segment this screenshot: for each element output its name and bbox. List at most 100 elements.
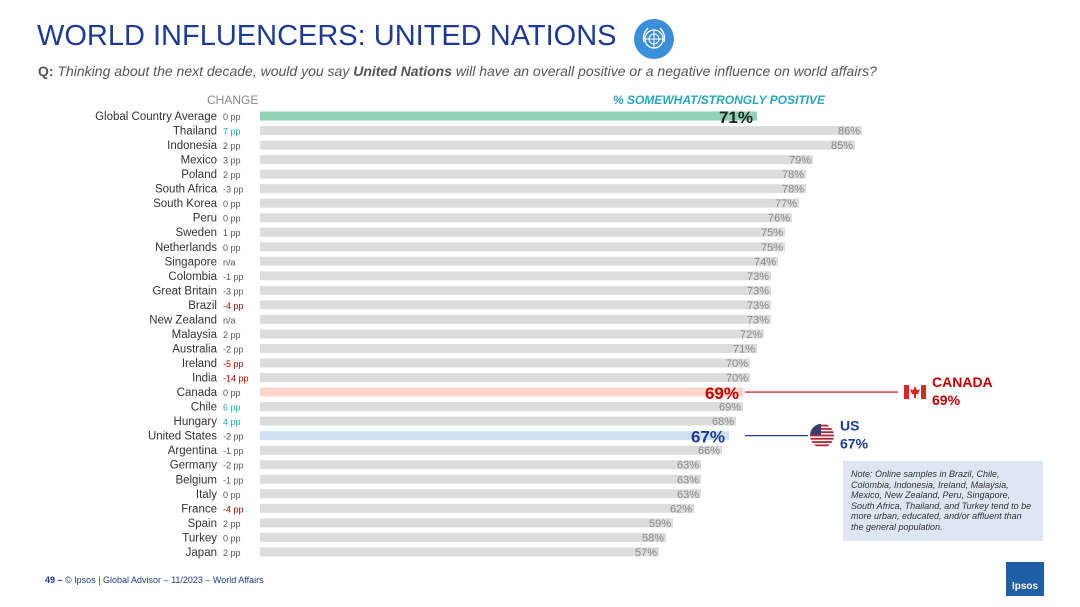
country-label: Netherlands (155, 242, 217, 254)
change-label: 2 pp (223, 141, 241, 151)
change-label: -14 pp (223, 374, 249, 384)
change-label: -5 pp (223, 359, 244, 369)
change-label: 0 pp (223, 199, 241, 209)
value-label: 63% (677, 460, 699, 472)
bar (260, 271, 771, 281)
country-label: Belgium (175, 474, 217, 486)
value-label: 63% (677, 474, 699, 486)
country-label: Turkey (182, 532, 217, 544)
country-label: Peru (193, 213, 217, 225)
change-label: 2 pp (223, 330, 241, 340)
bar (260, 416, 736, 426)
value-label: 86% (838, 126, 860, 138)
bar (260, 227, 785, 237)
value-label: 58% (642, 532, 664, 544)
value-label: 67% (691, 428, 725, 447)
bar (260, 300, 771, 310)
bar (260, 474, 701, 484)
us-callout-name: US (840, 418, 859, 434)
value-label: 76% (768, 213, 790, 225)
change-label: 2 pp (223, 170, 241, 180)
change-label: 6 pp (223, 403, 241, 413)
country-label: Great Britain (152, 285, 217, 297)
value-label: 59% (649, 518, 671, 530)
bar (260, 343, 757, 353)
country-label: Argentina (168, 445, 218, 457)
change-label: 0 pp (223, 214, 241, 224)
country-label: Malaysia (172, 329, 218, 341)
bar (260, 256, 778, 266)
change-label: -3 pp (223, 286, 244, 296)
country-label: Singapore (165, 256, 217, 268)
value-label: 62% (670, 503, 692, 515)
ipsos-logo: Ipsos (1006, 562, 1044, 596)
value-label: 71% (719, 108, 753, 127)
value-label: 73% (747, 314, 769, 326)
bar (260, 518, 673, 528)
bar (260, 358, 750, 368)
bar (260, 329, 764, 339)
change-label: -2 pp (223, 432, 244, 442)
change-label: 2 pp (223, 548, 241, 558)
country-label: Spain (188, 518, 217, 530)
country-label: Canada (177, 387, 218, 399)
change-label: -1 pp (223, 446, 244, 456)
question-part1: Thinking about the next decade, would yo… (53, 63, 354, 79)
country-label: Poland (181, 169, 217, 181)
value-label: 68% (712, 416, 734, 428)
country-label: Brazil (188, 300, 217, 312)
value-label: 70% (726, 373, 748, 385)
country-label: Mexico (181, 155, 217, 167)
positive-column-header: % SOMEWHAT/STRONGLY POSITIVE (613, 93, 826, 107)
value-label: 77% (775, 198, 797, 210)
value-label: 74% (754, 256, 776, 268)
change-label: -1 pp (223, 475, 244, 485)
country-label: Italy (196, 489, 217, 501)
survey-question: Q: Thinking about the next decade, would… (38, 63, 1058, 79)
change-label: 0 pp (223, 533, 241, 543)
change-label: 0 pp (223, 388, 241, 398)
value-label: 66% (698, 445, 720, 457)
value-label: 73% (747, 285, 769, 297)
footer: 49 – © Ipsos | Global Advisor – 11/2023 … (45, 575, 264, 585)
un-emblem-icon (634, 19, 674, 59)
country-label: Sweden (175, 227, 217, 239)
bar (260, 126, 862, 136)
change-column-header: CHANGE (207, 93, 259, 107)
country-label: Australia (172, 343, 217, 355)
country-label: Japan (186, 547, 217, 559)
country-label: Germany (170, 460, 218, 472)
value-label: 78% (782, 169, 804, 181)
change-label: -4 pp (223, 504, 244, 514)
bar (260, 460, 701, 470)
bar (260, 402, 743, 412)
page-title: WORLD INFLUENCERS: UNITED NATIONS (37, 20, 617, 52)
value-label: 73% (747, 271, 769, 283)
country-label: Indonesia (167, 140, 217, 152)
bar (260, 111, 757, 121)
value-label: 85% (831, 140, 853, 152)
change-label: 0 pp (223, 243, 241, 253)
country-label: Ireland (182, 358, 217, 370)
country-label: Global Country Average (95, 111, 217, 123)
value-label: 72% (740, 329, 762, 341)
bar (260, 285, 771, 295)
value-label: 70% (726, 358, 748, 370)
country-label: Colombia (168, 271, 217, 283)
country-label: India (192, 373, 218, 385)
bar (260, 503, 694, 513)
bar (260, 489, 701, 499)
change-label: -3 pp (223, 185, 244, 195)
country-label: Hungary (174, 416, 218, 428)
country-label: United States (148, 431, 217, 443)
bar (260, 169, 806, 179)
change-label: 4 pp (223, 417, 241, 427)
bar (260, 213, 792, 223)
us-flag-icon (810, 423, 834, 448)
change-label: -4 pp (223, 301, 244, 311)
footer-text: © Ipsos | Global Advisor – 11/2023 – Wor… (65, 575, 264, 585)
value-label: 71% (733, 343, 755, 355)
change-label: 2 pp (223, 519, 241, 529)
canada-flag-icon (904, 381, 926, 404)
